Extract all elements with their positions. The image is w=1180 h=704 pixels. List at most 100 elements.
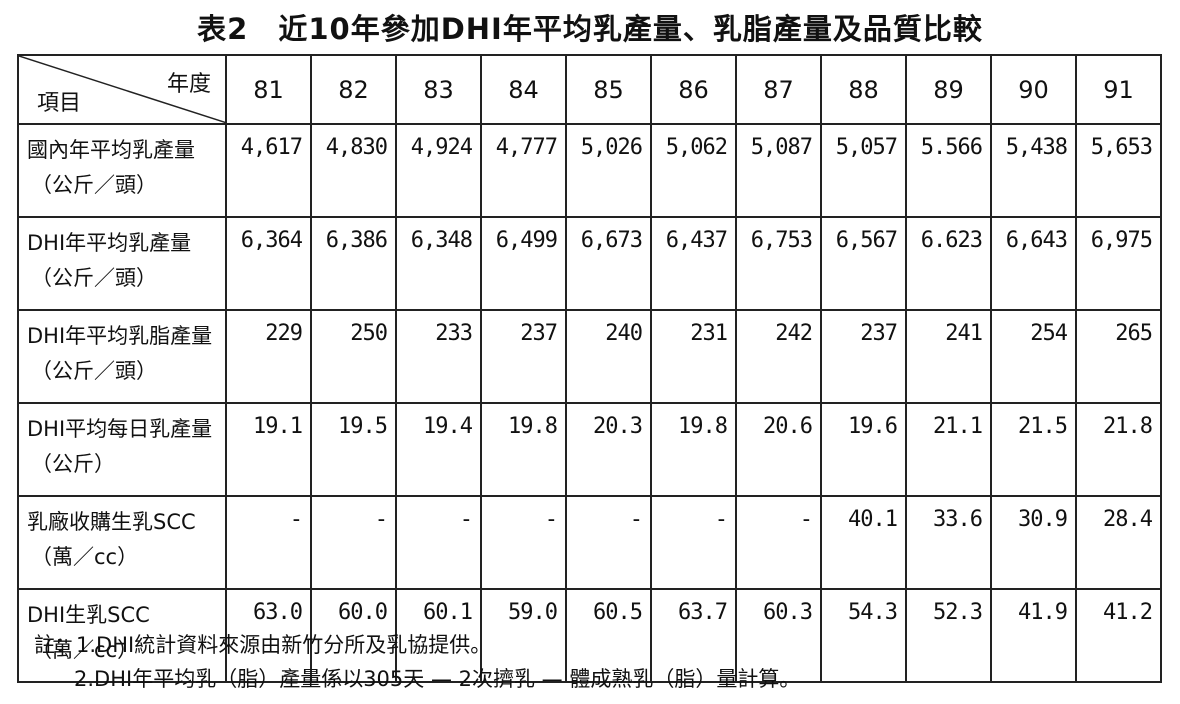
table-row: 國內年平均乳產量 （公斤／頭） 4,617 4,830 4,924 4,777 5,026 5… [17, 123, 1162, 218]
value-cell: 30.9 [990, 495, 1077, 590]
value-cell: 19.4 [395, 402, 482, 497]
value-cell: 60.0 [310, 588, 397, 683]
value-cell: - [650, 495, 737, 590]
header-row: 年度 項目 81 82 83 84 85 86 87 88 89 90 91 [17, 54, 1162, 125]
value-cell: 6,348 [395, 216, 482, 311]
row-label-unit: （公斤／頭） [31, 266, 157, 290]
value-cell: - [395, 495, 482, 590]
year-header-cell: 89 [905, 54, 992, 125]
value-cell: 19.1 [225, 402, 312, 497]
table-row: DHI平均每日乳產量 （公斤） 19.1 19.5 19.4 19.8 20.3 19.8 20… [17, 402, 1162, 497]
year-header-cell: 87 [735, 54, 822, 125]
value-cell: 21.5 [990, 402, 1077, 497]
value-cell: 4,830 [310, 123, 397, 218]
table-row: 乳廠收購生乳SCC （萬／cc） - - - - - - -40.1 33.6 30.9 28.4 [17, 495, 1162, 590]
table-body: 國內年平均乳產量 （公斤／頭） 4,617 4,830 4,924 4,777 5,026 5… [17, 123, 1162, 683]
year-header-cell: 91 [1075, 54, 1162, 125]
row-label-cell: DHI平均每日乳產量 （公斤） [17, 402, 227, 497]
row-label-line1: DHI年平均乳產量 [27, 231, 192, 255]
row-label-line1: DHI年平均乳脂產量 [27, 324, 213, 348]
value-cell: 28.4 [1075, 495, 1162, 590]
row-label-cell: DHI生乳SCC （萬／cc） [17, 588, 227, 683]
table-row: DHI年平均乳脂產量 （公斤／頭） 229 250 233 237 240 231 242 237… [17, 309, 1162, 404]
row-label-cell: 國內年平均乳產量 （公斤／頭） [17, 123, 227, 218]
row-label-cell: DHI年平均乳脂產量 （公斤／頭） [17, 309, 227, 404]
value-cell: - [225, 495, 312, 590]
value-cell: 5,057 [820, 123, 907, 218]
value-cell: 19.8 [650, 402, 737, 497]
value-cell: 21.1 [905, 402, 992, 497]
value-cell: 265 [1075, 309, 1162, 404]
value-cell: 4,777 [480, 123, 567, 218]
year-header-cell: 90 [990, 54, 1077, 125]
year-header-cell: 88 [820, 54, 907, 125]
year-header-label: 年度 [166, 72, 211, 97]
value-cell: 60.1 [395, 588, 482, 683]
row-label-cell: 乳廠收購生乳SCC （萬／cc） [17, 495, 227, 590]
footnote-1: 註：1.DHI統計資料來源由新竹分所及乳協提供。 [34, 633, 492, 657]
table-row: DHI生乳SCC （萬／cc） 63.0 60.0 60.1 59.0 60.5 63.7 60… [17, 588, 1162, 683]
year-header-cell: 85 [565, 54, 652, 125]
year-header-cell: 82 [310, 54, 397, 125]
value-cell: 5.566 [905, 123, 992, 218]
year-header-cell: 84 [480, 54, 567, 125]
row-label-line1: 國內年平均乳產量 [27, 138, 195, 162]
value-cell: 4,617 [225, 123, 312, 218]
value-cell: 6,753 [735, 216, 822, 311]
corner-header-cell: 年度 項目 [17, 54, 227, 125]
value-cell: 54.3 [820, 588, 907, 683]
value-cell: 40.1 [820, 495, 907, 590]
value-cell: 6,364 [225, 216, 312, 311]
value-cell: - [480, 495, 567, 590]
value-cell: 19.8 [480, 402, 567, 497]
row-label-unit: （公斤／頭） [31, 359, 157, 383]
value-cell: 52.3 [905, 588, 992, 683]
value-cell: 6,386 [310, 216, 397, 311]
value-cell: 19.5 [310, 402, 397, 497]
item-header-label: 項目 [37, 91, 82, 116]
value-cell: 254 [990, 309, 1077, 404]
value-cell: 4,924 [395, 123, 482, 218]
value-cell: - [565, 495, 652, 590]
row-label-unit: （公斤／頭） [31, 173, 157, 197]
value-cell: - [310, 495, 397, 590]
value-cell: 59.0 [480, 588, 567, 683]
value-cell: 233 [395, 309, 482, 404]
value-cell: 6,437 [650, 216, 737, 311]
row-label-unit: （萬／cc） [31, 545, 139, 569]
value-cell: 6,643 [990, 216, 1077, 311]
value-cell: 237 [820, 309, 907, 404]
row-label-line1: DHI平均每日乳產量 [27, 417, 213, 441]
value-cell: 20.6 [735, 402, 822, 497]
value-cell: 237 [480, 309, 567, 404]
value-cell: 6,673 [565, 216, 652, 311]
table-row: DHI年平均乳產量 （公斤／頭） 6,364 6,386 6,348 6,499 6,673… [17, 216, 1162, 311]
value-cell: 63.0 [225, 588, 312, 683]
value-cell: 6,567 [820, 216, 907, 311]
value-cell: 21.8 [1075, 402, 1162, 497]
value-cell: 5,026 [565, 123, 652, 218]
value-cell: 242 [735, 309, 822, 404]
diagonal-divider [19, 56, 227, 123]
value-cell: 33.6 [905, 495, 992, 590]
footnotes: 註：1.DHI統計資料來源由新竹分所及乳協提供。 2.DHI年平均乳（脂）產量係… [34, 628, 800, 696]
value-cell: 241 [905, 309, 992, 404]
value-cell: 41.2 [1075, 588, 1162, 683]
value-cell: 5,653 [1075, 123, 1162, 218]
row-label-cell: DHI年平均乳產量 （公斤／頭） [17, 216, 227, 311]
year-header-cell: 81 [225, 54, 312, 125]
row-label-unit: （萬／cc） [31, 638, 139, 662]
value-cell: 20.3 [565, 402, 652, 497]
value-cell: 5,438 [990, 123, 1077, 218]
row-label-line1: DHI生乳SCC [27, 603, 150, 627]
year-header-cell: 83 [395, 54, 482, 125]
value-cell: 5,062 [650, 123, 737, 218]
row-label-line1: 乳廠收購生乳SCC [27, 510, 196, 534]
value-cell: 5,087 [735, 123, 822, 218]
table-title: 表2 近10年參加DHI年平均乳產量、乳脂產量及品質比較 [197, 12, 983, 46]
year-header-cell: 86 [650, 54, 737, 125]
value-cell: 19.6 [820, 402, 907, 497]
value-cell: 60.5 [565, 588, 652, 683]
value-cell: 6,975 [1075, 216, 1162, 311]
value-cell: 41.9 [990, 588, 1077, 683]
